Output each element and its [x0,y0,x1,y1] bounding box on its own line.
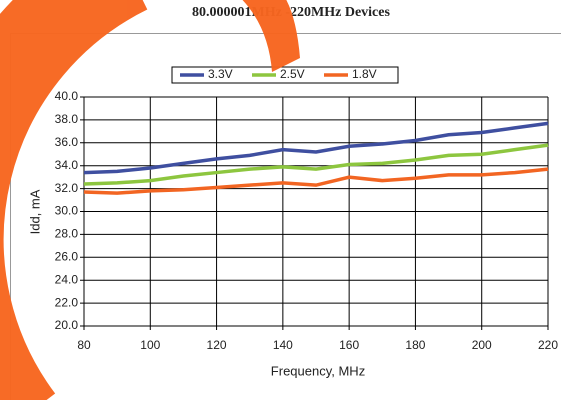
y-tick-label: 26.0 [55,249,79,263]
y-tick-label: 40.0 [55,89,79,103]
series-line [83,143,549,186]
watermark-arc [242,0,300,72]
y-tick-label: 24.0 [55,272,79,286]
x-tick-label: 80 [77,338,91,352]
x-tick-label: 160 [339,338,359,352]
legend-box [171,66,399,84]
y-tick-label: 30.0 [55,204,79,218]
y-tick-label: 22.0 [55,295,79,309]
y-tick-label: 36.0 [55,135,79,149]
legend-label: 2.5V [280,67,305,81]
y-tick-label: 32.0 [55,181,79,195]
series-line [83,121,549,175]
x-tick-label: 140 [273,338,293,352]
watermark-arc [0,0,148,400]
x-axis-label: Frequency, MHz [271,363,365,378]
y-tick-label: 34.0 [55,158,79,172]
legend-label: 3.3V [208,67,233,81]
plot-area: 20.0 22.0 24.0 26.0 28.0 30.0 32.0 34.0 36.0 38.0… [55,66,558,352]
y-tick-label: 38.0 [55,112,79,126]
y-tick-label: 20.0 [55,318,79,332]
watermark [0,0,300,400]
legend-label: 1.8V [352,67,377,81]
x-tick-label: 220 [538,338,558,352]
y-tick-label: 28.0 [55,227,79,241]
x-tick-label: 100 [140,338,160,352]
x-tick-label: 120 [207,338,227,352]
x-tick-label: 180 [405,338,425,352]
series-line [83,167,549,195]
x-tick-label: 200 [472,338,492,352]
y-axis-label: Idd, mA [27,189,42,234]
